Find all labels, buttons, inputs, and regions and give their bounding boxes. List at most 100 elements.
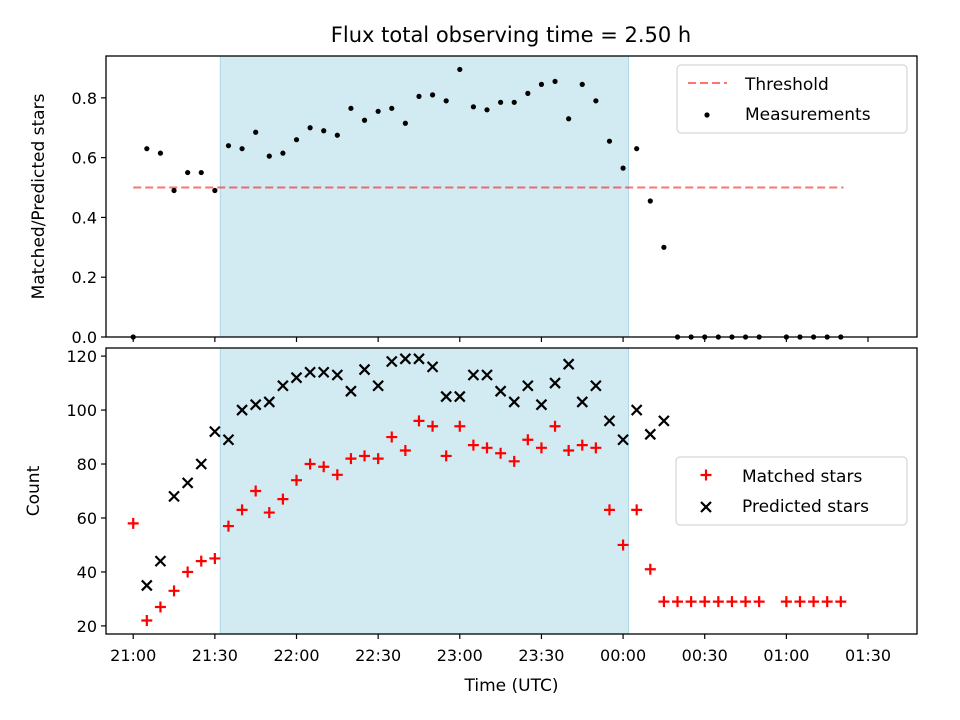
data-point <box>606 138 613 144</box>
data-point <box>566 116 572 122</box>
data-point <box>307 125 313 131</box>
data-point <box>508 396 520 408</box>
data-point <box>290 371 303 384</box>
data-point <box>304 458 316 470</box>
data-point <box>212 187 218 194</box>
y-tick-label: 0.0 <box>72 328 97 347</box>
legend-box <box>676 64 908 134</box>
x-tick-label: 23:30 <box>518 646 564 665</box>
data-point <box>617 433 629 446</box>
data-point <box>154 601 166 613</box>
axes-frame <box>105 55 918 338</box>
data-point <box>249 398 262 411</box>
data-point <box>647 198 653 204</box>
data-point <box>454 420 466 432</box>
data-point <box>454 390 466 403</box>
data-point <box>481 442 493 454</box>
data-point <box>467 369 480 381</box>
legend-matched-label: Matched stars <box>742 467 862 487</box>
data-point <box>181 477 194 489</box>
data-point <box>250 485 262 497</box>
data-point <box>590 379 602 392</box>
data-point <box>209 425 221 438</box>
data-point <box>345 385 357 397</box>
data-point <box>484 107 490 113</box>
data-point <box>794 596 806 608</box>
data-point <box>318 461 330 473</box>
data-point <box>644 428 657 441</box>
legend: Matched stars Predicted stars <box>675 456 908 526</box>
data-point <box>685 596 697 608</box>
data-point <box>168 585 180 597</box>
data-point <box>266 153 272 159</box>
y-axis-label: Matched/Predicted stars <box>29 93 49 299</box>
data-point <box>821 596 833 608</box>
data-point <box>808 596 820 608</box>
data-point <box>389 105 395 111</box>
data-point <box>182 566 194 578</box>
x-tick-label: 21:00 <box>110 646 156 665</box>
y-tick-label: 120 <box>66 347 97 366</box>
data-point <box>617 539 629 551</box>
data-point <box>658 596 670 608</box>
data-point <box>304 366 316 379</box>
data-point <box>427 420 439 432</box>
x-tick-label: 22:00 <box>273 646 319 665</box>
data-point <box>753 596 765 608</box>
data-point <box>672 596 684 608</box>
data-point <box>631 504 643 516</box>
data-point <box>253 129 259 135</box>
count-panel: 20 40 60 80 100 120 21:00 21:30 22:00 22:30 23:00 2… <box>24 347 918 696</box>
data-point <box>263 507 275 519</box>
data-point <box>236 504 248 516</box>
data-point <box>576 396 589 408</box>
data-point <box>522 434 534 446</box>
data-point <box>699 596 711 608</box>
data-point <box>726 596 738 608</box>
data-point <box>603 415 616 427</box>
chart-title: Flux total observing time = 2.50 h <box>331 23 691 47</box>
y-tick-label: 0.4 <box>72 208 97 227</box>
legend-matched-swatch <box>700 469 712 481</box>
data-point <box>195 458 208 470</box>
x-tick-label: 23:00 <box>437 646 483 665</box>
data-point <box>198 169 204 176</box>
data-point <box>154 555 167 567</box>
data-point <box>358 363 371 376</box>
x-tick-label: 22:30 <box>355 646 401 665</box>
data-point <box>144 146 150 152</box>
data-point <box>359 450 371 462</box>
data-point <box>495 447 507 459</box>
legend-predicted-swatch <box>700 501 712 513</box>
highlight-span <box>219 347 630 635</box>
data-point <box>399 445 411 457</box>
legend-predicted-label: Predicted stars <box>742 497 869 517</box>
x-tick-label: 21:30 <box>192 646 238 665</box>
data-point <box>620 165 626 171</box>
data-point <box>603 504 615 516</box>
data-point <box>222 433 235 446</box>
data-point <box>361 117 368 123</box>
legend-measurements-label: Measurements <box>745 105 871 125</box>
data-point <box>576 439 588 451</box>
data-point <box>630 404 643 416</box>
data-point <box>331 469 343 481</box>
data-point <box>712 596 724 608</box>
data-point <box>416 93 422 99</box>
y-tick-label: 0.6 <box>72 149 97 168</box>
x-tick-label: 00:00 <box>600 646 646 665</box>
y-tick-label: 0.8 <box>72 89 97 108</box>
data-point <box>740 596 752 608</box>
data-point <box>236 404 248 416</box>
data-point <box>141 579 153 592</box>
data-point <box>634 146 640 152</box>
data-point <box>470 104 476 110</box>
data-point <box>522 379 534 392</box>
data-point <box>291 474 303 486</box>
data-point <box>440 390 452 403</box>
ratio-panel: 0.0 0.2 0.4 0.6 0.8 Matched/Predicted stars Th… <box>29 55 918 347</box>
data-point <box>402 120 408 126</box>
data-point <box>168 490 180 503</box>
data-point <box>331 369 344 381</box>
